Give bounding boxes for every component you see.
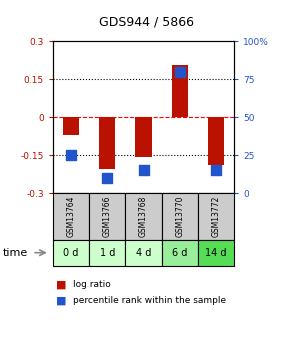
Text: 0 d: 0 d bbox=[63, 248, 79, 258]
Point bbox=[141, 168, 146, 173]
Text: ■: ■ bbox=[56, 280, 66, 289]
Text: percentile rank within the sample: percentile rank within the sample bbox=[73, 296, 226, 305]
Point bbox=[178, 69, 182, 75]
Text: ■: ■ bbox=[56, 295, 66, 305]
Text: time: time bbox=[3, 248, 28, 258]
Text: GSM13772: GSM13772 bbox=[212, 196, 221, 237]
Bar bbox=[172, 66, 188, 117]
Text: GSM13766: GSM13766 bbox=[103, 196, 112, 237]
Text: log ratio: log ratio bbox=[73, 280, 111, 289]
Bar bbox=[135, 117, 152, 157]
Point bbox=[214, 168, 219, 173]
Text: GSM13764: GSM13764 bbox=[67, 196, 75, 237]
Text: 4 d: 4 d bbox=[136, 248, 151, 258]
Bar bbox=[63, 117, 79, 135]
Bar bbox=[99, 117, 115, 169]
Text: GSM13770: GSM13770 bbox=[176, 196, 184, 237]
Point bbox=[105, 175, 110, 181]
Text: 14 d: 14 d bbox=[205, 248, 227, 258]
Bar bbox=[208, 117, 224, 165]
Point bbox=[69, 152, 73, 158]
Text: GSM13768: GSM13768 bbox=[139, 196, 148, 237]
Text: 6 d: 6 d bbox=[172, 248, 188, 258]
Text: 1 d: 1 d bbox=[100, 248, 115, 258]
Text: GDS944 / 5866: GDS944 / 5866 bbox=[99, 16, 194, 29]
